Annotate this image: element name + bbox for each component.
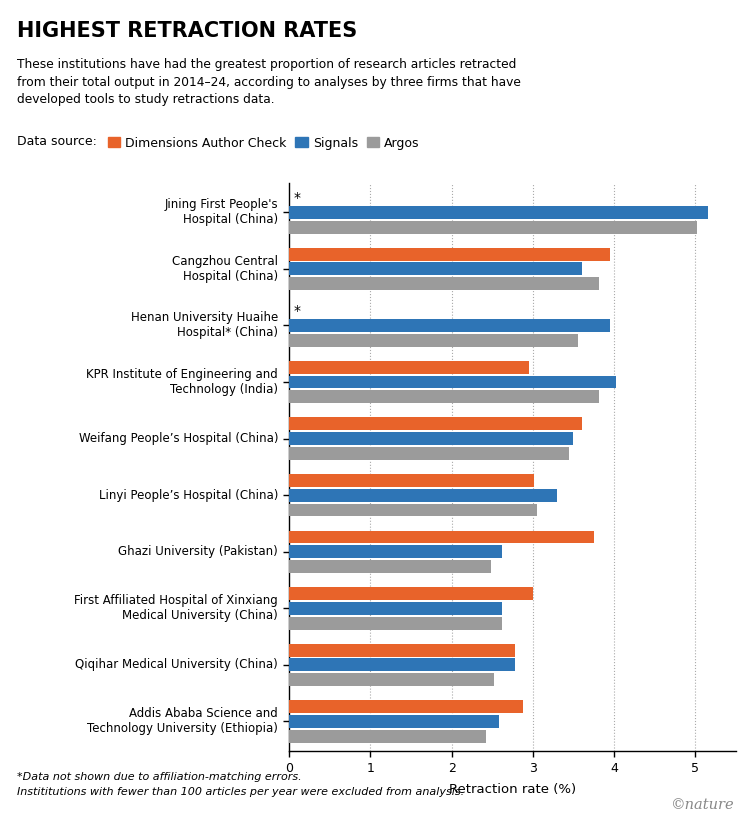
Text: *: *	[294, 191, 301, 204]
Bar	[289, 221, 697, 233]
Text: Instititutions with fewer than 100 articles per year were excluded from analysis: Instititutions with fewer than 100 artic…	[17, 787, 463, 797]
Bar	[289, 361, 529, 374]
Bar	[289, 504, 537, 516]
Bar	[289, 560, 490, 573]
Bar	[289, 715, 499, 728]
Bar	[289, 277, 599, 290]
Bar	[289, 432, 574, 445]
Bar	[289, 319, 610, 332]
Bar	[289, 530, 594, 544]
Text: *Data not shown due to affiliation-matching errors.: *Data not shown due to affiliation-match…	[17, 772, 301, 782]
Bar	[289, 247, 610, 261]
Bar	[289, 206, 707, 219]
Bar	[289, 474, 535, 487]
Bar	[289, 673, 494, 686]
Bar	[289, 417, 581, 430]
Bar	[289, 701, 523, 713]
Bar	[289, 587, 533, 600]
Text: ©nature: ©nature	[671, 798, 734, 812]
Bar	[289, 643, 515, 657]
Bar	[289, 602, 502, 615]
X-axis label: Retraction rate (%): Retraction rate (%)	[449, 783, 576, 796]
Legend: Dimensions Author Check, Signals, Argos: Dimensions Author Check, Signals, Argos	[107, 137, 420, 149]
Bar	[289, 730, 486, 743]
Bar	[289, 334, 578, 347]
Bar	[289, 545, 502, 558]
Bar	[289, 489, 557, 501]
Bar	[289, 390, 599, 403]
Bar	[289, 617, 502, 629]
Text: HIGHEST RETRACTION RATES: HIGHEST RETRACTION RATES	[17, 21, 357, 41]
Text: *: *	[294, 304, 301, 318]
Text: Data source:: Data source:	[17, 134, 96, 148]
Text: These institutions have had the greatest proportion of research articles retract: These institutions have had the greatest…	[17, 58, 520, 106]
Bar	[289, 262, 581, 276]
Bar	[289, 658, 515, 671]
Bar	[289, 447, 569, 460]
Bar	[289, 376, 616, 388]
